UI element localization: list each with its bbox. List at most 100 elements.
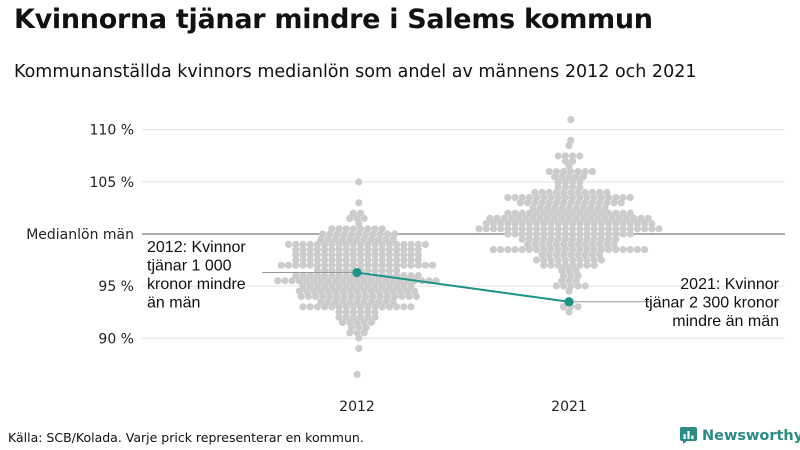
- dot-2021[interactable]: [554, 209, 562, 217]
- dot-2012[interactable]: [367, 318, 375, 326]
- dot-2012[interactable]: [429, 261, 437, 269]
- dot-2021[interactable]: [655, 225, 663, 233]
- dot-2012[interactable]: [378, 266, 386, 274]
- dot-2021[interactable]: [597, 225, 606, 233]
- dot-2021[interactable]: [511, 209, 519, 217]
- dot-2012[interactable]: [306, 240, 314, 248]
- dot-2012[interactable]: [364, 261, 372, 269]
- dot-2012[interactable]: [371, 282, 379, 290]
- dot-2012[interactable]: [393, 256, 401, 264]
- dot-2021[interactable]: [540, 261, 548, 269]
- dot-2012[interactable]: [324, 298, 332, 306]
- dot-2021[interactable]: [507, 214, 515, 222]
- dot-2021[interactable]: [569, 220, 577, 228]
- dot-2021[interactable]: [504, 246, 512, 254]
- dot-2012[interactable]: [382, 235, 390, 243]
- dot-2021[interactable]: [489, 246, 497, 254]
- dot-2021[interactable]: [561, 230, 570, 238]
- dot-2012[interactable]: [328, 246, 336, 254]
- dot-2021[interactable]: [583, 220, 591, 228]
- dot-2021[interactable]: [525, 230, 534, 238]
- dot-2012[interactable]: [353, 370, 361, 378]
- dot-2012[interactable]: [357, 240, 365, 248]
- dot-2021[interactable]: [518, 230, 526, 238]
- dot-2021[interactable]: [597, 220, 606, 228]
- dot-2021[interactable]: [565, 204, 573, 212]
- dot-2021[interactable]: [524, 199, 532, 207]
- dot-2012[interactable]: [335, 246, 343, 254]
- dot-2021[interactable]: [569, 225, 577, 233]
- dot-2012[interactable]: [393, 251, 401, 259]
- dot-2021[interactable]: [540, 209, 548, 217]
- dot-2021[interactable]: [590, 225, 598, 233]
- dot-2012[interactable]: [378, 256, 386, 264]
- dot-2012[interactable]: [306, 251, 314, 259]
- dot-2021[interactable]: [605, 246, 613, 254]
- dot-2012[interactable]: [328, 261, 336, 269]
- dot-2012[interactable]: [285, 240, 293, 248]
- dot-2012[interactable]: [421, 240, 429, 248]
- dot-2021[interactable]: [572, 214, 580, 222]
- dot-2012[interactable]: [342, 308, 350, 316]
- dot-2012[interactable]: [371, 251, 379, 259]
- dot-2012[interactable]: [321, 251, 329, 259]
- dot-2012[interactable]: [371, 261, 379, 269]
- dot-2021[interactable]: [540, 230, 548, 238]
- dot-2021[interactable]: [619, 209, 627, 217]
- dot-2021[interactable]: [533, 220, 541, 228]
- dot-2012[interactable]: [385, 266, 393, 274]
- dot-2012[interactable]: [331, 298, 339, 306]
- dot-2021[interactable]: [569, 230, 577, 238]
- dot-2021[interactable]: [551, 214, 559, 222]
- dot-2012[interactable]: [299, 246, 307, 254]
- dot-2021[interactable]: [554, 261, 562, 269]
- dot-2012[interactable]: [292, 272, 300, 280]
- dot-2021[interactable]: [590, 230, 598, 238]
- dot-2021[interactable]: [605, 225, 613, 233]
- dot-2021[interactable]: [518, 209, 526, 217]
- dot-2012[interactable]: [335, 282, 343, 290]
- dot-2021[interactable]: [583, 209, 591, 217]
- dot-2021[interactable]: [569, 178, 577, 186]
- dot-2021[interactable]: [560, 282, 568, 290]
- dot-2012[interactable]: [349, 240, 357, 248]
- dot-2012[interactable]: [371, 256, 379, 264]
- dot-2021[interactable]: [597, 209, 606, 217]
- dot-2021[interactable]: [601, 204, 609, 212]
- dot-2021[interactable]: [633, 220, 642, 228]
- dot-2012[interactable]: [364, 266, 372, 274]
- dot-2012[interactable]: [371, 313, 379, 321]
- dot-2012[interactable]: [349, 303, 357, 311]
- dot-2021[interactable]: [540, 225, 548, 233]
- dot-2021[interactable]: [525, 220, 534, 228]
- dot-2012[interactable]: [385, 240, 393, 248]
- dot-2012[interactable]: [342, 251, 350, 259]
- dot-2012[interactable]: [331, 235, 339, 243]
- dot-2021[interactable]: [540, 256, 548, 264]
- dot-2021[interactable]: [561, 209, 570, 217]
- dot-2021[interactable]: [572, 204, 580, 212]
- newsworthy-logo[interactable]: Newsworthy: [680, 427, 800, 444]
- dot-2012[interactable]: [321, 303, 329, 311]
- dot-2021[interactable]: [551, 173, 559, 181]
- dot-2012[interactable]: [277, 261, 285, 269]
- dot-2021[interactable]: [529, 214, 537, 222]
- dot-2021[interactable]: [633, 225, 642, 233]
- dot-2012[interactable]: [400, 261, 408, 269]
- dot-2012[interactable]: [349, 308, 357, 316]
- dot-2021[interactable]: [612, 230, 620, 238]
- dot-2012[interactable]: [292, 240, 300, 248]
- dot-2012[interactable]: [414, 256, 422, 264]
- dot-2021[interactable]: [511, 246, 519, 254]
- dot-2012[interactable]: [385, 303, 393, 311]
- dot-2021[interactable]: [561, 178, 570, 186]
- dot-2012[interactable]: [335, 313, 343, 321]
- dot-2021[interactable]: [518, 246, 526, 254]
- dot-2021[interactable]: [518, 235, 526, 243]
- dot-2012[interactable]: [306, 303, 314, 311]
- dot-2012[interactable]: [328, 240, 336, 248]
- dot-2012[interactable]: [407, 261, 415, 269]
- dot-2012[interactable]: [414, 240, 422, 248]
- dot-2012[interactable]: [378, 261, 386, 269]
- dot-2012[interactable]: [349, 251, 357, 259]
